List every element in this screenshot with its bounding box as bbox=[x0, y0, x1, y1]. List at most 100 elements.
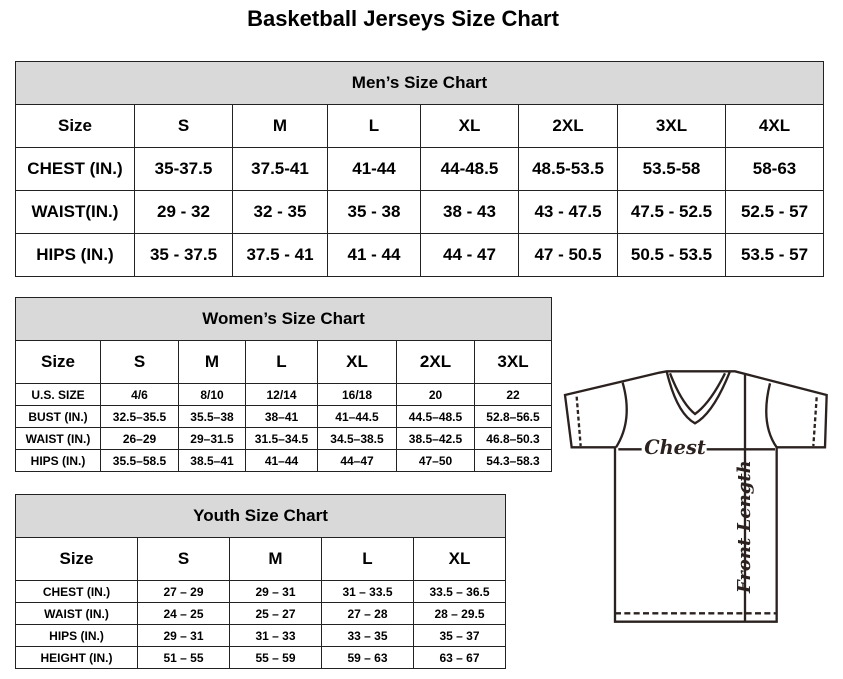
cell: 12/14 bbox=[245, 383, 318, 406]
table-row: HEIGHT (IN.) 51 – 55 55 – 59 59 – 63 63 – 67 bbox=[15, 646, 506, 669]
table-row: WAIST(IN.) 29 - 32 32 - 35 35 - 38 38 - 43 43… bbox=[15, 190, 824, 234]
cell: 53.5-58 bbox=[617, 147, 726, 191]
mens-size-table: Men’s Size Chart Size S M L XL 2XL 3XL 4XL CHEST… bbox=[15, 61, 824, 277]
header-cell: 4XL bbox=[725, 104, 824, 148]
cell: 29 – 31 bbox=[137, 624, 230, 647]
cell: 47.5 - 52.5 bbox=[617, 190, 726, 234]
cell: 58-63 bbox=[725, 147, 824, 191]
header-cell: S bbox=[100, 340, 179, 384]
table-row: WAIST (IN.) 26–29 29–31.5 31.5–34.5 34.5–38.… bbox=[15, 427, 552, 450]
cell: 47–50 bbox=[396, 449, 475, 472]
header-cell: Size bbox=[15, 104, 135, 148]
table-row: CHEST (IN.) 27 – 29 29 – 31 31 – 33.5 33.5 –… bbox=[15, 580, 506, 603]
row-label: BUST (IN.) bbox=[15, 405, 101, 428]
cell: 46.8–50.3 bbox=[474, 427, 552, 450]
cell: 29 – 31 bbox=[229, 580, 322, 603]
table-row: BUST (IN.) 32.5–35.5 35.5–38 38–41 41–44.5 44… bbox=[15, 405, 552, 428]
cell: 55 – 59 bbox=[229, 646, 322, 669]
cell: 44–47 bbox=[317, 449, 397, 472]
header-cell: L bbox=[321, 537, 414, 581]
row-label: HIPS (IN.) bbox=[15, 449, 101, 472]
header-cell: 3XL bbox=[617, 104, 726, 148]
header-cell: XL bbox=[317, 340, 397, 384]
cell: 25 – 27 bbox=[229, 602, 322, 625]
cell: 29–31.5 bbox=[178, 427, 246, 450]
cell: 35-37.5 bbox=[134, 147, 233, 191]
cell: 26–29 bbox=[100, 427, 179, 450]
table-row: HIPS (IN.) 29 – 31 31 – 33 33 – 35 35 – 37 bbox=[15, 624, 506, 647]
header-cell: 3XL bbox=[474, 340, 552, 384]
row-label: CHEST (IN.) bbox=[15, 147, 135, 191]
collar-inner bbox=[668, 372, 727, 416]
header-cell: Size bbox=[15, 537, 138, 581]
table-row: HIPS (IN.) 35.5–58.5 38.5–41 41–44 44–47 47–5… bbox=[15, 449, 552, 472]
cell: 32.5–35.5 bbox=[100, 405, 179, 428]
cell: 35.5–58.5 bbox=[100, 449, 179, 472]
cell: 43 - 47.5 bbox=[518, 190, 618, 234]
cell: 44-48.5 bbox=[420, 147, 519, 191]
header-cell: 2XL bbox=[396, 340, 475, 384]
cell: 38–41 bbox=[245, 405, 318, 428]
cell: 38.5–42.5 bbox=[396, 427, 475, 450]
cell: 37.5 - 41 bbox=[232, 233, 328, 277]
cell: 4/6 bbox=[100, 383, 179, 406]
cell: 37.5-41 bbox=[232, 147, 328, 191]
cell: 48.5-53.5 bbox=[518, 147, 618, 191]
cell: 20 bbox=[396, 383, 475, 406]
row-label: WAIST (IN.) bbox=[15, 602, 138, 625]
header-cell: XL bbox=[420, 104, 519, 148]
cell: 8/10 bbox=[178, 383, 246, 406]
cell: 50.5 - 53.5 bbox=[617, 233, 726, 277]
cell: 52.8–56.5 bbox=[474, 405, 552, 428]
cell: 16/18 bbox=[317, 383, 397, 406]
table-caption: Men’s Size Chart bbox=[15, 61, 824, 105]
collar bbox=[665, 370, 732, 425]
cell: 63 – 67 bbox=[413, 646, 506, 669]
cell: 51 – 55 bbox=[137, 646, 230, 669]
row-label: WAIST(IN.) bbox=[15, 190, 135, 234]
page-title: Basketball Jerseys Size Chart bbox=[247, 6, 559, 31]
row-label: U.S. SIZE bbox=[15, 383, 101, 406]
cell: 34.5–38.5 bbox=[317, 427, 397, 450]
table-caption: Women’s Size Chart bbox=[15, 297, 552, 341]
cell: 29 - 32 bbox=[134, 190, 233, 234]
row-label: HIPS (IN.) bbox=[15, 233, 135, 277]
cell: 35 - 38 bbox=[327, 190, 421, 234]
table-row: U.S. SIZE 4/6 8/10 12/14 16/18 20 22 bbox=[15, 383, 552, 406]
header-cell: Size bbox=[15, 340, 101, 384]
cell: 38.5–41 bbox=[178, 449, 246, 472]
header-cell: L bbox=[245, 340, 318, 384]
row-label: HEIGHT (IN.) bbox=[15, 646, 138, 669]
cell: 24 – 25 bbox=[137, 602, 230, 625]
cell: 27 – 29 bbox=[137, 580, 230, 603]
table-row: WAIST (IN.) 24 – 25 25 – 27 27 – 28 28 – 29.… bbox=[15, 602, 506, 625]
cell: 41 - 44 bbox=[327, 233, 421, 277]
table-row: CHEST (IN.) 35-37.5 37.5-41 41-44 44-48.5 48.… bbox=[15, 147, 824, 191]
table-row: HIPS (IN.) 35 - 37.5 37.5 - 41 41 - 44 44 - … bbox=[15, 233, 824, 277]
cell: 53.5 - 57 bbox=[725, 233, 824, 277]
cell: 35 - 37.5 bbox=[134, 233, 233, 277]
chest-label: Chest bbox=[644, 436, 706, 459]
cell: 33.5 – 36.5 bbox=[413, 580, 506, 603]
header-cell: M bbox=[178, 340, 246, 384]
cell: 41–44 bbox=[245, 449, 318, 472]
cell: 27 – 28 bbox=[321, 602, 414, 625]
header-cell: M bbox=[232, 104, 328, 148]
jersey-diagram: Chest Front Length bbox=[563, 370, 828, 623]
header-cell: M bbox=[229, 537, 322, 581]
header-cell: S bbox=[134, 104, 233, 148]
shirt-outline bbox=[563, 370, 828, 623]
cell: 59 – 63 bbox=[321, 646, 414, 669]
cell: 28 – 29.5 bbox=[413, 602, 506, 625]
cell: 35 – 37 bbox=[413, 624, 506, 647]
cell: 31 – 33 bbox=[229, 624, 322, 647]
cell: 47 - 50.5 bbox=[518, 233, 618, 277]
header-cell: S bbox=[137, 537, 230, 581]
cell: 35.5–38 bbox=[178, 405, 246, 428]
row-label: HIPS (IN.) bbox=[15, 624, 138, 647]
row-label: WAIST (IN.) bbox=[15, 427, 101, 450]
cell: 41-44 bbox=[327, 147, 421, 191]
cell: 54.3–58.3 bbox=[474, 449, 552, 472]
cell: 38 - 43 bbox=[420, 190, 519, 234]
youth-size-table: Youth Size Chart Size S M L XL CHEST (IN.) 27 … bbox=[15, 494, 506, 669]
